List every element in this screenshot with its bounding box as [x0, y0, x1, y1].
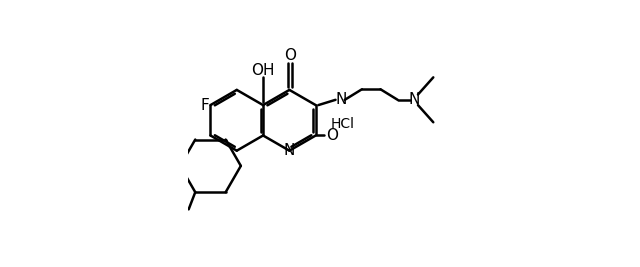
- Text: F: F: [200, 98, 209, 113]
- Text: N: N: [408, 92, 420, 107]
- Text: HCl: HCl: [330, 117, 354, 131]
- Text: O: O: [284, 48, 296, 63]
- Text: N: N: [335, 92, 346, 107]
- Text: OH: OH: [252, 63, 275, 78]
- Text: O: O: [326, 128, 338, 143]
- Text: N: N: [284, 143, 295, 158]
